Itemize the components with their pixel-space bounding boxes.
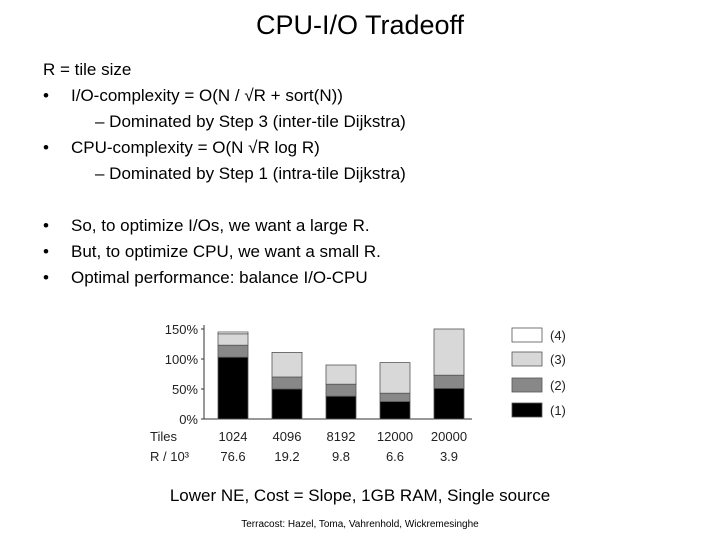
x-tick-label: 20000 <box>431 429 467 444</box>
x-tick-label: 1024 <box>219 429 248 444</box>
line-optimal: Optimal performance: balance I/O-CPU <box>71 268 368 287</box>
bar-segment <box>271 351 303 378</box>
legend-swatch <box>511 351 543 367</box>
r-value-label: 3.9 <box>440 449 458 464</box>
y-tick-label: 150% <box>165 322 199 337</box>
r-value-label: 76.6 <box>220 449 245 464</box>
bar-segment <box>217 356 249 420</box>
legend-swatch <box>511 377 543 393</box>
bullet-cpu: • <box>43 138 49 157</box>
bar-segment <box>217 331 249 335</box>
line-cpu-complexity: CPU-complexity = O(N √R log R) <box>71 138 320 157</box>
y-tick-label: 50% <box>172 382 198 397</box>
legend-label: (3) <box>550 352 566 367</box>
legend-swatch <box>511 327 543 343</box>
bar-segment <box>433 387 465 420</box>
bullet-io-opt: • <box>43 216 49 235</box>
r-value-label: 19.2 <box>274 449 299 464</box>
bar-segment <box>379 392 411 403</box>
bullet-optimal: • <box>43 268 49 287</box>
line-tile-size: R = tile size <box>43 60 132 79</box>
x-tick-label: 12000 <box>377 429 413 444</box>
x-tick-label: 8192 <box>327 429 356 444</box>
legend-label: (2) <box>550 378 566 393</box>
line-cpu-dominated: – Dominated by Step 1 (intra-tile Dijkst… <box>95 164 406 183</box>
bar-segment <box>379 401 411 420</box>
bar-segment <box>433 374 465 389</box>
bar-segment <box>217 344 249 358</box>
row-label-tiles: Tiles <box>150 429 177 444</box>
slide-title: CPU-I/O Tradeoff <box>255 10 465 40</box>
y-tick-label: 0% <box>179 412 198 427</box>
bullet-io: • <box>43 86 49 105</box>
r-value-label: 6.6 <box>386 449 404 464</box>
bar-segment <box>433 328 465 376</box>
bar-segment <box>217 333 249 346</box>
line-io-complexity: I/O-complexity = O(N / √R + sort(N)) <box>71 86 343 105</box>
y-tick-label: 100% <box>165 352 199 367</box>
line-cpu-optimize: But, to optimize CPU, we want a small R. <box>71 242 381 261</box>
bar-segment <box>325 364 357 385</box>
slide-footer: Terracost: Hazel, Toma, Vahrenhold, Wick… <box>241 519 479 530</box>
line-io-dominated: – Dominated by Step 3 (inter-tile Dijkst… <box>95 112 406 131</box>
r-value-label: 9.8 <box>332 449 350 464</box>
bar-segment <box>379 362 411 394</box>
legend-label: (4) <box>550 328 566 343</box>
legend-label: (1) <box>550 403 566 418</box>
bar-segment <box>271 376 303 390</box>
bullet-cpu-opt: • <box>43 242 49 261</box>
legend-swatch <box>511 402 543 418</box>
bar-segment <box>271 388 303 420</box>
x-tick-label: 4096 <box>273 429 302 444</box>
row-label-r: R / 10³ <box>150 449 190 464</box>
chart-caption: Lower NE, Cost = Slope, 1GB RAM, Single … <box>169 486 551 505</box>
line-io-optimize: So, to optimize I/Os, we want a large R. <box>71 216 370 235</box>
bar-segment <box>325 395 357 420</box>
bar-segment <box>325 383 357 397</box>
